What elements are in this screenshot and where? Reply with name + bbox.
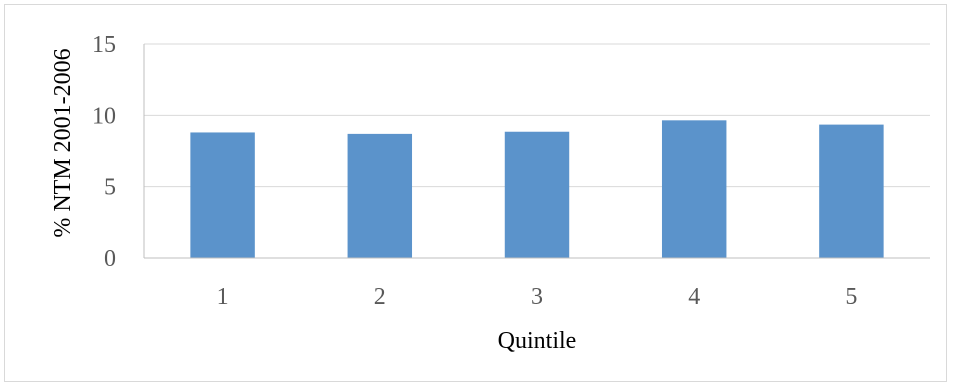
x-tick-labels: 1 2 3 4 5 xyxy=(217,284,858,310)
x-tick-label-5: 5 xyxy=(845,284,857,310)
bars xyxy=(190,120,884,259)
y-tick-label-0: 0 xyxy=(104,246,116,272)
y-tick-label-10: 10 xyxy=(92,103,116,129)
bar-5 xyxy=(819,124,884,259)
bar-2 xyxy=(347,133,413,258)
chart-frame xyxy=(4,4,947,382)
x-tick-label-1: 1 xyxy=(217,284,229,310)
x-tick-label-4: 4 xyxy=(688,284,700,310)
y-tick-label-15: 15 xyxy=(92,32,116,58)
x-axis-title: Quintile xyxy=(498,328,577,354)
bar-3 xyxy=(504,131,570,258)
bar-4 xyxy=(661,120,727,259)
axes xyxy=(143,44,930,259)
y-tick-labels: 0 5 10 15 xyxy=(92,32,116,272)
y-axis-title: % NTM 2001-2006 xyxy=(50,48,76,237)
x-tick-label-2: 2 xyxy=(374,284,386,310)
y-tick-label-5: 5 xyxy=(104,175,116,201)
x-tick-label-3: 3 xyxy=(531,284,543,310)
bar-1 xyxy=(190,132,255,258)
